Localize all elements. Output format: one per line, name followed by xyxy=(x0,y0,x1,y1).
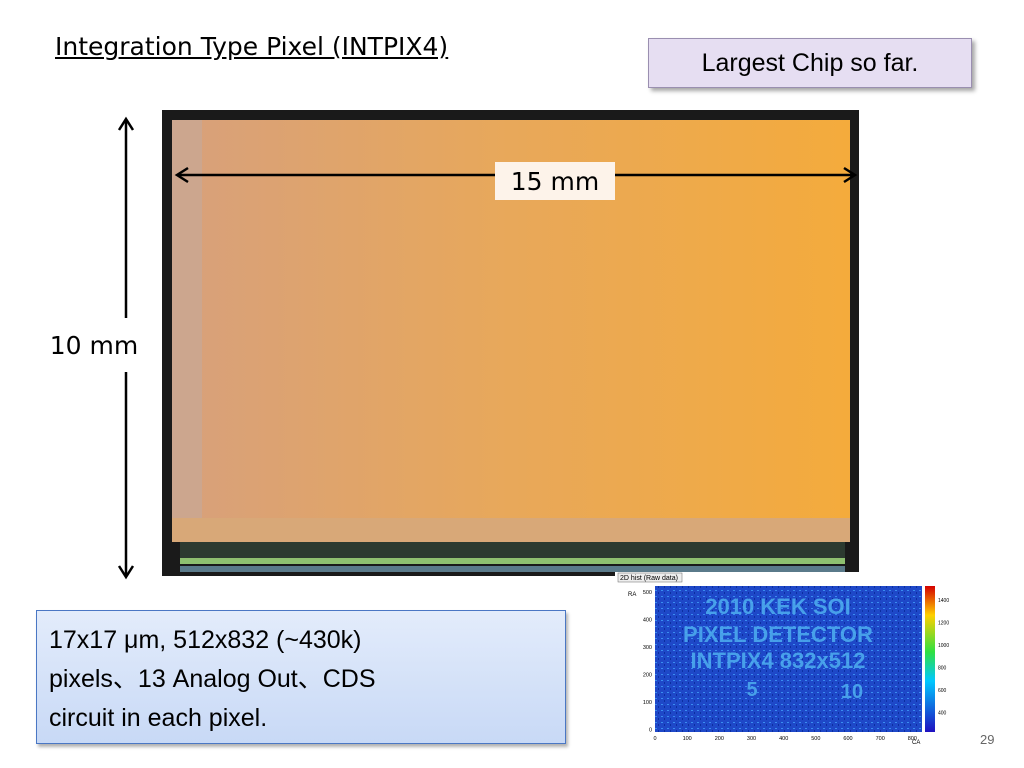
description-line: 17x17 μm, 512x832 (~430k) xyxy=(49,626,362,654)
inset-x-tick-label: 600 xyxy=(843,736,852,742)
inset-colorbar-tick-label: 1000 xyxy=(938,643,949,649)
inset-plot: 2D hist (Raw data) RA CA 0 100 200 300 400 50… xyxy=(615,572,949,750)
inset-x-tick-label: 200 xyxy=(715,736,724,742)
page-number: 29 xyxy=(980,732,995,747)
inset-image-text: PIXEL DETECTOR xyxy=(683,622,873,647)
chip-pads xyxy=(172,518,850,542)
chip-periphery xyxy=(180,542,845,558)
inset-colorbar xyxy=(925,586,935,732)
inset-y-tick-label: 200 xyxy=(643,673,652,679)
inset-colorbar-tick-label: 1200 xyxy=(938,621,949,627)
inset-colorbar-tick-label: 600 xyxy=(938,688,947,694)
inset-y-tick-label: 0 xyxy=(649,728,652,734)
callout: Largest Chip so far. xyxy=(648,38,972,88)
inset-y-tick-label: 300 xyxy=(643,645,652,651)
inset-x-tick-label: 300 xyxy=(747,736,756,742)
inset-x-tick-label: 700 xyxy=(876,736,885,742)
inset-x-tick-label: 0 xyxy=(653,736,656,742)
description-box: 17x17 μm, 512x832 (~430k) pixels、13 Analo… xyxy=(36,610,566,744)
label-box xyxy=(495,162,615,200)
inset-image-text: 2010 KEK SOI xyxy=(705,594,851,619)
inset-colorbar-tick-label: 800 xyxy=(938,666,947,672)
chip-periphery xyxy=(180,558,845,564)
inset-title: 2D hist (Raw data) xyxy=(620,575,678,582)
inset-y-tick-label: 500 xyxy=(643,590,652,596)
inset-x-label: CA xyxy=(912,740,920,746)
inset-x-tick-label: 800 xyxy=(908,736,917,742)
width-label: 15 mm xyxy=(511,167,599,196)
description-line: circuit in each pixel. xyxy=(49,704,268,732)
inset-image-text: 10 xyxy=(841,681,863,703)
inset-colorbar-tick-label: 1400 xyxy=(938,598,949,604)
inset-y-tick-label: 100 xyxy=(643,700,652,706)
inset-title-box xyxy=(617,572,683,583)
inset-x-tick-label: 400 xyxy=(779,736,788,742)
inset-x-tick-label: 100 xyxy=(683,736,692,742)
inset-image-text: INTPIX4 832x512 xyxy=(691,648,866,673)
inset-heatmap xyxy=(655,586,922,732)
inset-y-label: RA xyxy=(628,592,636,598)
height-label: 10 mm xyxy=(50,331,138,360)
inset-y-tick-label: 400 xyxy=(643,618,652,624)
inset-colorbar-tick-label: 400 xyxy=(938,711,947,717)
chip-edge xyxy=(172,120,202,540)
chip-periphery xyxy=(180,566,845,572)
inset-image-text: 5 xyxy=(746,679,757,701)
slide-title: Integration Type Pixel (INTPIX4) xyxy=(55,32,449,61)
description-line: pixels、13 Analog Out、CDS xyxy=(49,665,376,693)
inset-x-tick-label: 500 xyxy=(811,736,820,742)
